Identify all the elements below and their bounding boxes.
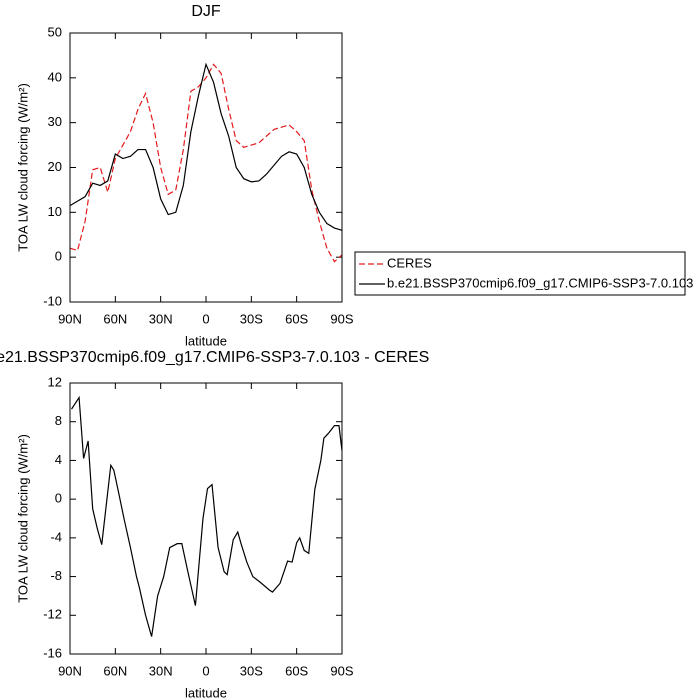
x-tick-label: 60N — [103, 311, 127, 326]
data-line — [69, 63, 343, 263]
y-tick-label: 40 — [48, 69, 62, 84]
y-tick-label: 4 — [55, 452, 62, 467]
data-line — [71, 395, 343, 637]
y-tick-label: 50 — [48, 24, 62, 39]
x-tick-label: 30N — [149, 311, 173, 326]
y-tick-label: 0 — [55, 249, 62, 264]
y-tick-label: 12 — [48, 374, 62, 389]
plot-frame — [69, 32, 343, 303]
y-axis-label: TOA LW cloud forcing (W/m²) — [15, 83, 30, 252]
y-tick-label: 0 — [55, 491, 62, 506]
legend-label: b.e21.BSSP370cmip6.f09_g17.CMIP6-SSP3-7.… — [387, 275, 693, 290]
data-line — [69, 62, 343, 231]
legend-label: CERES — [387, 255, 432, 270]
y-axis-label: TOA LW cloud forcing (W/m²) — [15, 434, 30, 603]
x-tick-label: 90N — [58, 311, 82, 326]
y-tick-label: 8 — [55, 413, 62, 428]
y-tick-label: -4 — [50, 529, 62, 544]
y-tick-label: -10 — [43, 293, 62, 308]
y-tick-label: 30 — [48, 114, 62, 129]
legend-box — [354, 251, 686, 296]
x-tick-label: 0 — [202, 311, 209, 326]
x-tick-label: 30S — [240, 663, 263, 678]
y-tick-label: -8 — [50, 568, 62, 583]
chart-title: b.e21.BSSP370cmip6.f09_g17.CMIP6-SSP3-7.… — [0, 349, 429, 366]
y-tick-label: -16 — [43, 645, 62, 660]
plot-frame — [69, 382, 343, 655]
y-tick-label: -12 — [43, 607, 62, 622]
x-tick-label: 60S — [285, 663, 308, 678]
x-axis-label: latitude — [185, 685, 227, 700]
x-tick-label: 90N — [58, 663, 82, 678]
y-tick-label: 20 — [48, 159, 62, 174]
x-tick-label: 30S — [240, 311, 263, 326]
x-axis-label: latitude — [185, 333, 227, 348]
x-tick-label: 60S — [285, 311, 308, 326]
y-tick-label: 10 — [48, 204, 62, 219]
x-tick-label: 30N — [149, 663, 173, 678]
x-tick-label: 0 — [202, 663, 209, 678]
chart-title: DJF — [191, 3, 221, 20]
x-tick-label: 90S — [330, 663, 353, 678]
x-tick-label: 90S — [330, 311, 353, 326]
x-tick-label: 60N — [103, 663, 127, 678]
